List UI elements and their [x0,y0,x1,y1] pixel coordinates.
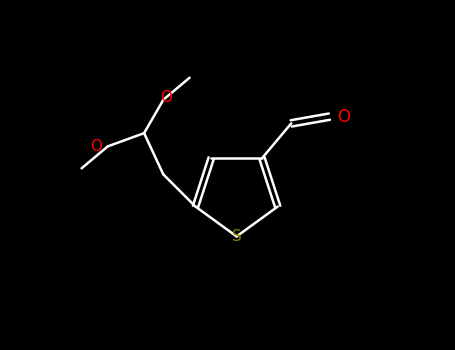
Text: O: O [90,139,102,154]
Text: O: O [160,90,172,105]
Text: O: O [338,108,350,126]
Text: S: S [232,229,242,244]
